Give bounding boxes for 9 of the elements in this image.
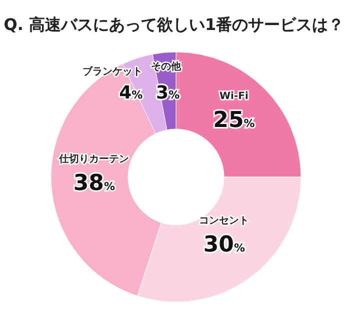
data-label: 25% bbox=[213, 108, 255, 134]
chart-title: Q. 高速バスにあって欲しい1番のサービスは？ bbox=[4, 15, 344, 34]
slice-label: Wi-Fi bbox=[220, 91, 248, 102]
slice-label: 仕切りカーテン bbox=[58, 153, 130, 166]
data-label: 38% bbox=[73, 171, 115, 196]
data-label: 4% bbox=[119, 82, 143, 104]
slice-label: ブランケット bbox=[82, 65, 143, 78]
data-label: 30% bbox=[203, 232, 246, 258]
slice-label: コンセント bbox=[199, 215, 250, 226]
